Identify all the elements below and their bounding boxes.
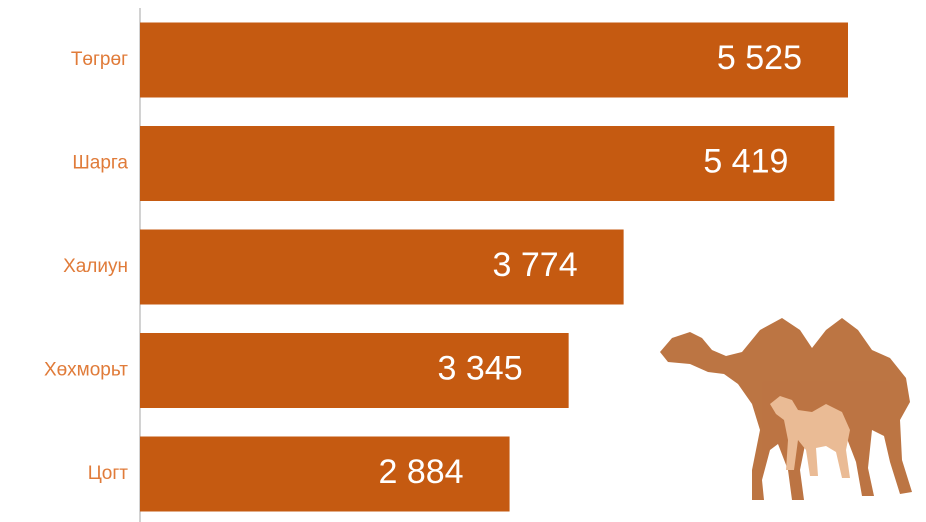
category-label: Цогт <box>88 463 129 484</box>
category-label: Хөхморьт <box>44 360 128 381</box>
camel-illustration <box>660 318 912 500</box>
chart: Төгрөг 5 525 Шарга 5 419 Халиун 3 774 Хөхморьт… <box>0 0 926 522</box>
value-label: 5 525 <box>717 39 802 77</box>
category-label: Төгрөг <box>71 49 128 70</box>
value-label: 2 884 <box>378 453 463 491</box>
plot-area: Төгрөг 5 525 Шарга 5 419 Халиун 3 774 Хөхморьт… <box>44 23 848 512</box>
category-label: Халиун <box>63 256 128 277</box>
category-label: Шарга <box>72 153 128 174</box>
value-label: 3 345 <box>438 349 523 387</box>
value-label: 3 774 <box>493 246 578 284</box>
value-label: 5 419 <box>703 142 788 180</box>
